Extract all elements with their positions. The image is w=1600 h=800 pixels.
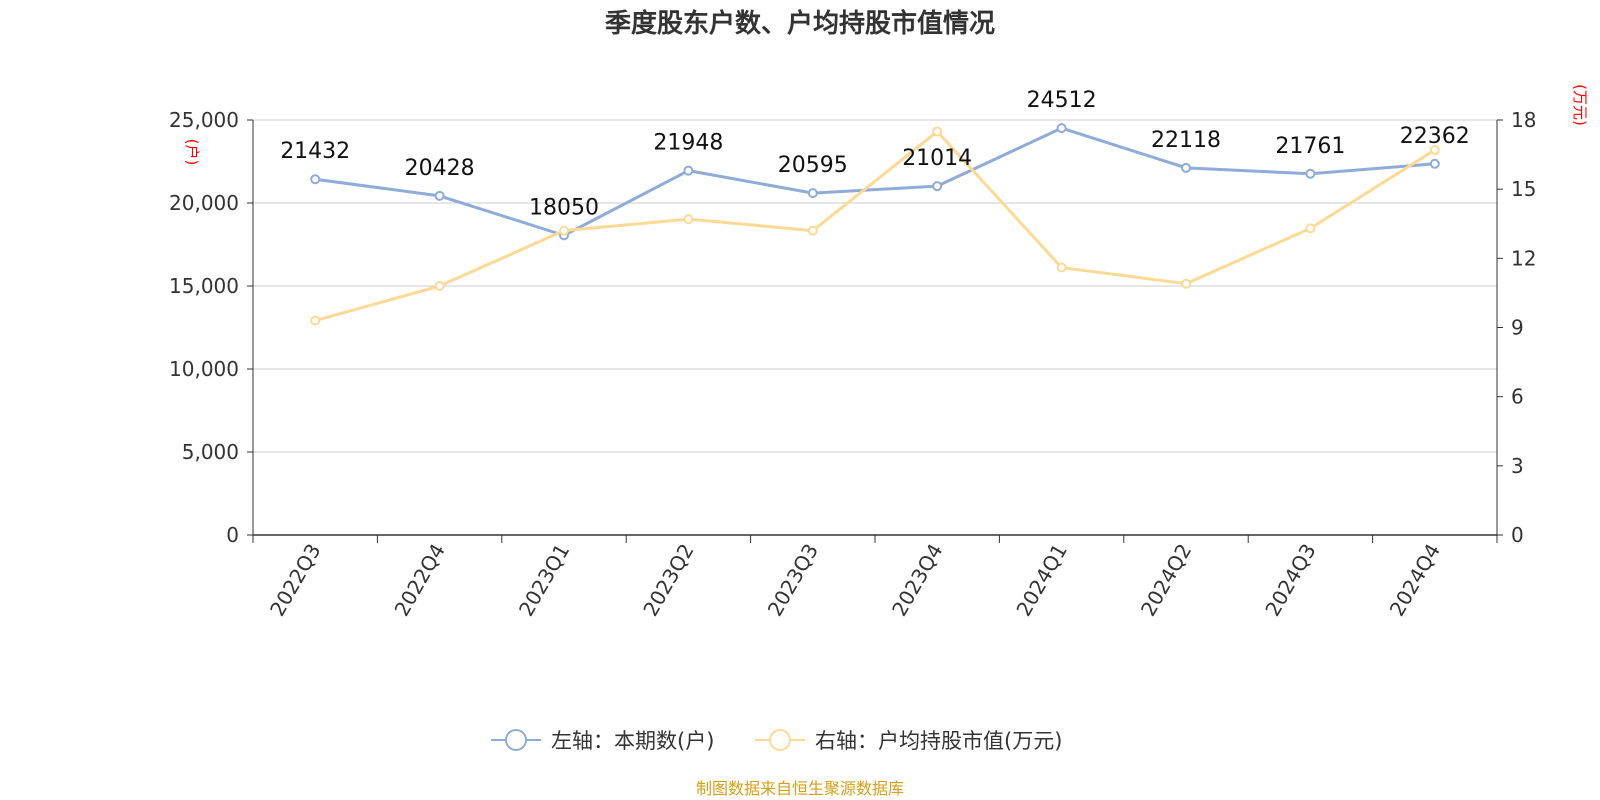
data-point <box>310 315 321 326</box>
legend-item-households[interactable]: 左轴：本期数(户) <box>491 729 714 753</box>
x-axis-tick-label: 2024Q4 <box>1385 540 1445 621</box>
axes: 0 5,000 10,000 15,000 20,000 25,000 0 3 6 9 12 15 18… <box>169 108 1536 620</box>
data-label: 21761 <box>1275 134 1345 159</box>
data-point <box>1429 144 1440 155</box>
x-axis-tick-label: 2023Q3 <box>763 540 823 621</box>
data-point <box>683 165 694 176</box>
right-axis-tick-label: 18 <box>1511 108 1536 132</box>
data-point <box>1305 223 1316 234</box>
right-axis-tick-label: 0 <box>1511 523 1524 547</box>
x-axis-tick-label: 2022Q4 <box>389 540 449 621</box>
x-axis-tick-label: 2023Q2 <box>638 540 698 621</box>
x-axis-tick-label: 2024Q2 <box>1136 540 1196 621</box>
left-axis-tick-label: 15,000 <box>169 274 239 298</box>
data-label: 20595 <box>778 153 848 178</box>
data-point <box>1181 278 1191 289</box>
right-axis-tick-label: 6 <box>1511 385 1524 409</box>
data-point <box>807 225 818 236</box>
left-axis-tick-label: 5,000 <box>182 440 239 464</box>
right-axis-tick-label: 15 <box>1511 177 1536 201</box>
legend-label-households: 左轴：本期数(户) <box>551 729 714 753</box>
left-axis-tick-label: 25,000 <box>169 108 239 132</box>
data-point <box>807 188 818 199</box>
left-axis-unit: (户) <box>183 139 201 166</box>
data-point <box>434 281 445 291</box>
legend-label-market-value: 右轴：户均持股市值(万元) <box>815 729 1062 753</box>
data-point <box>1305 168 1316 179</box>
data-point <box>1056 262 1067 273</box>
x-axis-tick-label: 2023Q4 <box>887 540 947 621</box>
data-label: 18050 <box>529 195 599 220</box>
data-point <box>932 181 943 192</box>
x-axis-tick-label: 2023Q1 <box>514 540 574 621</box>
data-point <box>434 190 445 201</box>
series-lines <box>310 123 1440 326</box>
series-line-1 <box>314 130 1436 323</box>
right-axis-tick-label: 12 <box>1511 246 1536 270</box>
data-label: 22362 <box>1400 124 1470 149</box>
x-axis-tick-label: 2022Q3 <box>265 540 325 621</box>
right-axis-tick-label: 3 <box>1511 454 1524 478</box>
data-point <box>1429 158 1440 169</box>
legend-item-market-value[interactable]: 右轴：户均持股市值(万元) <box>755 729 1062 753</box>
data-label: 20428 <box>405 156 475 181</box>
left-axis-tick-label: 0 <box>226 523 239 547</box>
legend-marker-market-value <box>769 729 791 751</box>
right-axis-unit: (万元) <box>1571 84 1589 126</box>
legend: 左轴：本期数(户) 右轴：户均持股市值(万元) <box>491 729 1062 753</box>
left-axis-tick-label: 20,000 <box>169 191 239 215</box>
data-point <box>683 214 694 225</box>
x-axis-tick-label: 2024Q1 <box>1011 540 1071 621</box>
data-labels: 21432 20428 18050 21948 20595 21014 24512 22118… <box>280 88 1470 220</box>
data-label: 21432 <box>280 139 350 164</box>
data-point <box>1181 162 1191 173</box>
data-label: 24512 <box>1027 88 1097 113</box>
data-point <box>310 174 321 185</box>
left-axis-tick-label: 10,000 <box>169 357 239 381</box>
legend-marker-households <box>505 729 527 751</box>
data-label: 21014 <box>902 146 972 171</box>
data-label: 22118 <box>1151 128 1221 153</box>
data-point <box>1056 123 1067 134</box>
right-axis-tick-label: 9 <box>1511 316 1524 340</box>
data-point <box>559 225 569 236</box>
chart-title: 季度股东户数、户均持股市值情况 <box>605 8 995 39</box>
x-axis-tick-label: 2024Q3 <box>1260 540 1320 621</box>
source-note: 制图数据来自恒生聚源数据库 <box>696 779 904 798</box>
series-line-0 <box>315 126 1435 237</box>
data-label: 21948 <box>653 131 723 156</box>
data-point <box>932 126 943 137</box>
